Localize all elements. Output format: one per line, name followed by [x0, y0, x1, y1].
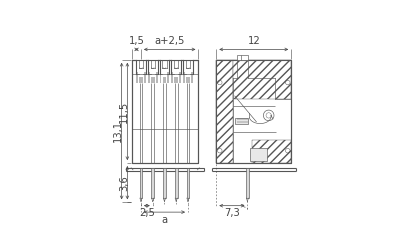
Text: a+2,5: a+2,5: [154, 36, 185, 46]
Bar: [148, 72, 150, 83]
Bar: [246, 168, 248, 198]
Bar: [187, 168, 189, 198]
Bar: [235, 118, 248, 124]
Bar: [216, 60, 233, 163]
Bar: [144, 72, 146, 83]
Bar: [171, 72, 173, 83]
Bar: [183, 72, 185, 83]
Bar: [216, 60, 291, 163]
Bar: [191, 72, 193, 83]
Bar: [136, 72, 138, 83]
Bar: [163, 168, 166, 198]
Bar: [174, 77, 178, 83]
Bar: [140, 168, 142, 198]
Text: 3,6: 3,6: [119, 175, 129, 191]
Text: 13,1: 13,1: [113, 120, 123, 142]
Text: 2,5: 2,5: [139, 208, 155, 218]
Text: 7,3: 7,3: [224, 208, 240, 218]
Bar: [179, 72, 181, 83]
Bar: [139, 77, 143, 83]
Bar: [162, 77, 166, 83]
Bar: [233, 60, 291, 99]
Bar: [168, 72, 169, 83]
Bar: [216, 60, 291, 163]
Text: 1,5: 1,5: [128, 36, 144, 46]
Bar: [160, 72, 162, 83]
Text: 11,5: 11,5: [119, 100, 129, 123]
Bar: [237, 55, 248, 60]
Bar: [132, 60, 198, 163]
Bar: [186, 77, 190, 83]
Text: a: a: [162, 215, 168, 225]
Bar: [151, 168, 154, 198]
Bar: [151, 77, 155, 83]
Bar: [175, 168, 178, 198]
Text: 12: 12: [248, 36, 260, 46]
Bar: [156, 72, 158, 83]
Bar: [252, 140, 291, 163]
Bar: [250, 148, 267, 161]
